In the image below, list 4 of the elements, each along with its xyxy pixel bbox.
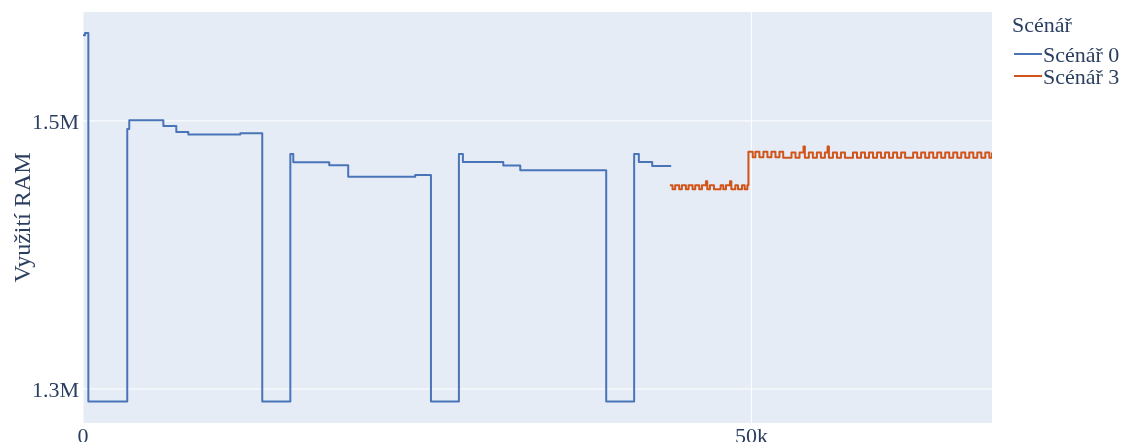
y-tick-label: 1.3M [31, 376, 79, 402]
y-tick-label: 1.5M [31, 108, 79, 134]
y-axis-title: Využití RAM [9, 152, 35, 283]
legend-title: Scénář [1012, 12, 1073, 37]
